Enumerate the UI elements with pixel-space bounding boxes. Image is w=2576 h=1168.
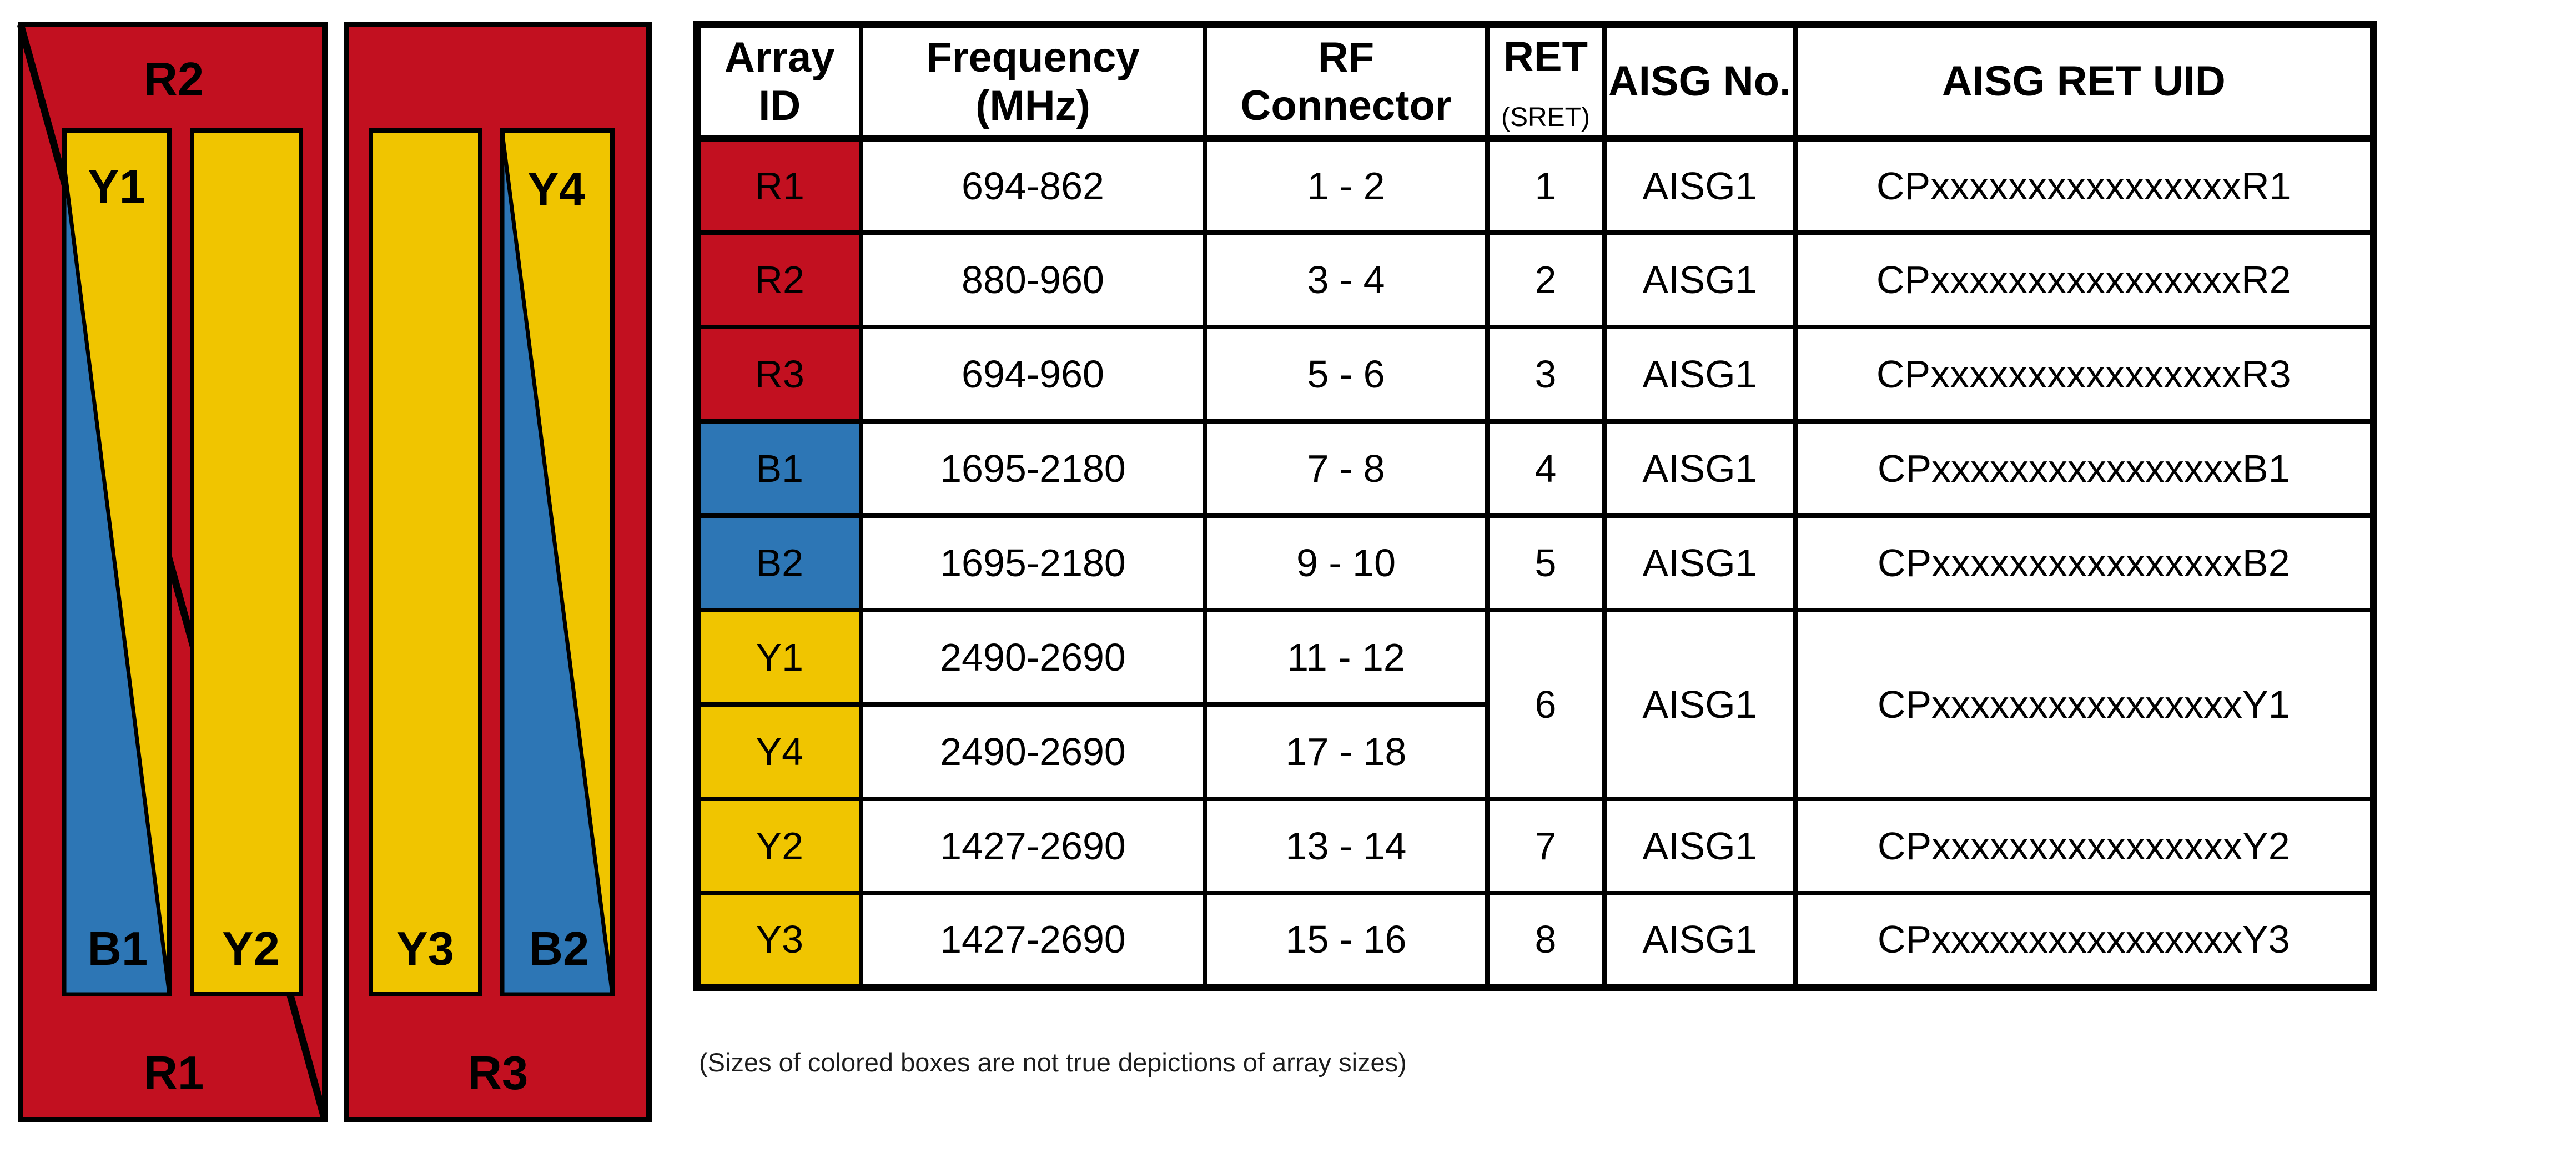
cell-array-id: Y3 [695,890,863,990]
cell-rf-connector: 15 - 16 [1203,890,1490,990]
col-header-frequency: Frequency (MHz) [858,22,1208,142]
cell-rf-connector: 7 - 8 [1203,419,1490,518]
cell-frequency: 1427-2690 [858,890,1208,990]
cell-array-id: Y2 [695,796,863,895]
ret-header-label: RET [1503,33,1588,80]
table-row-y1: Y1 2490-2690 11 - 12 6 AISG1 CPxxxxxxxxx… [695,607,2376,801]
label-r1: R1 [144,1047,204,1100]
cell-aisg-no: AISG1 [1602,135,1798,235]
col-header-ret: RET (SRET) [1485,22,1607,142]
table-row-r2: R2 880-960 3 - 4 2 AISG1 CPxxxxxxxxxxxxx… [695,230,2376,329]
port-map-table: Array ID Frequency (MHz) RF Connector RE… [693,21,2377,991]
cell-frequency: 1695-2180 [858,513,1208,612]
table-row-r3: R3 694-960 5 - 6 3 AISG1 CPxxxxxxxxxxxxx… [695,324,2376,424]
table-row-y4: Y4 2490-2690 17 - 18 [695,702,2374,801]
cell-aisg-no: AISG1 [1602,230,1798,329]
table-row-y2: Y2 1427-2690 13 - 14 7 AISG1 CPxxxxxxxxx… [695,796,2376,895]
ret-header-stack: RET (SRET) [1492,29,1600,132]
cell-aisg-ret-uid: CPxxxxxxxxxxxxxxxxR2 [1793,230,2376,329]
cell-aisg-no-merged: AISG1 [1602,607,1798,801]
cell-rf-connector: 3 - 4 [1203,230,1490,329]
cell-aisg-no: AISG1 [1602,796,1798,895]
cell-ret: 8 [1485,890,1607,990]
cell-aisg-no: AISG1 [1602,419,1798,518]
table-row-r1: R1 694-862 1 - 2 1 AISG1 CPxxxxxxxxxxxxx… [695,135,2376,235]
col-header-array-id: Array ID [695,22,863,142]
label-r2: R2 [144,53,204,106]
size-disclaimer-note: (Sizes of colored boxes are not true dep… [699,1048,1407,1077]
sret-header-label: (SRET) [1501,102,1590,132]
antenna-panel-1: R2 Y1 B1 Y2 R1 [17,22,328,1122]
cell-frequency: 1695-2180 [858,419,1208,518]
cell-frequency: 694-960 [858,324,1208,424]
cell-rf-connector: 11 - 12 [1203,607,1490,707]
cell-aisg-ret-uid-merged: CPxxxxxxxxxxxxxxxxY1 [1793,607,2376,801]
cell-aisg-ret-uid: CPxxxxxxxxxxxxxxxxY2 [1793,796,2376,895]
label-y3: Y3 [396,923,454,975]
cell-rf-connector: 13 - 14 [1203,796,1490,895]
cell-aisg-ret-uid: CPxxxxxxxxxxxxxxxxY3 [1793,890,2376,990]
cell-aisg-no: AISG1 [1602,324,1798,424]
cell-aisg-no: AISG1 [1602,890,1798,990]
cell-ret-merged: 6 [1485,607,1607,801]
cell-array-id: Y1 [695,607,863,707]
antenna-array-diagram: R2 Y1 B1 Y2 R1 Y4 Y3 B2 R3 [17,22,652,1122]
cell-array-id: R3 [695,324,863,424]
cell-array-id: R2 [695,230,863,329]
cell-aisg-ret-uid: CPxxxxxxxxxxxxxxxxB1 [1793,419,2376,518]
cell-aisg-no: AISG1 [1602,513,1798,612]
cell-frequency: 2490-2690 [858,702,1208,801]
table-row-y3: Y3 1427-2690 15 - 16 8 AISG1 CPxxxxxxxxx… [695,890,2376,990]
array-y3-bar [369,128,482,996]
cell-array-id: Y4 [695,702,863,801]
cell-array-id: B2 [695,513,863,612]
cell-frequency: 880-960 [858,230,1208,329]
cell-array-id: R1 [695,135,863,235]
cell-rf-connector: 17 - 18 [1203,702,1490,801]
cell-ret: 3 [1485,324,1607,424]
label-y2: Y2 [222,923,280,975]
cell-rf-connector: 5 - 6 [1203,324,1490,424]
cell-ret: 4 [1485,419,1607,518]
col-header-rf-connector: RF Connector [1203,22,1490,142]
cell-ret: 2 [1485,230,1607,329]
col-header-aisg-no: AISG No. [1602,22,1798,142]
table-row-b2: B2 1695-2180 9 - 10 5 AISG1 CPxxxxxxxxxx… [695,513,2376,612]
col-header-aisg-ret-uid: AISG RET UID [1793,22,2376,142]
header-row: Array ID Frequency (MHz) RF Connector RE… [695,22,2376,142]
cell-array-id: B1 [695,419,863,518]
cell-ret: 1 [1485,135,1607,235]
table-row-b1: B1 1695-2180 7 - 8 4 AISG1 CPxxxxxxxxxxx… [695,419,2376,518]
label-b2: B2 [529,923,590,975]
wedge-b2 [500,134,615,996]
cell-ret: 7 [1485,796,1607,895]
cell-aisg-ret-uid: CPxxxxxxxxxxxxxxxxR3 [1793,324,2376,424]
label-y4: Y4 [527,163,585,216]
cell-frequency: 694-862 [858,135,1208,235]
cell-rf-connector: 9 - 10 [1203,513,1490,612]
cell-aisg-ret-uid: CPxxxxxxxxxxxxxxxxB2 [1793,513,2376,612]
cell-ret: 5 [1485,513,1607,612]
cell-aisg-ret-uid: CPxxxxxxxxxxxxxxxxR1 [1793,135,2376,235]
cell-frequency: 1427-2690 [858,796,1208,895]
cell-frequency: 2490-2690 [858,607,1208,707]
label-y1: Y1 [88,160,145,213]
antenna-panel-2: Y4 Y3 B2 R3 [344,22,652,1122]
array-y2-bar [190,128,303,996]
cell-rf-connector: 1 - 2 [1203,135,1490,235]
label-r3: R3 [468,1047,529,1100]
wedge-b1 [62,166,172,996]
label-b1: B1 [88,923,148,975]
